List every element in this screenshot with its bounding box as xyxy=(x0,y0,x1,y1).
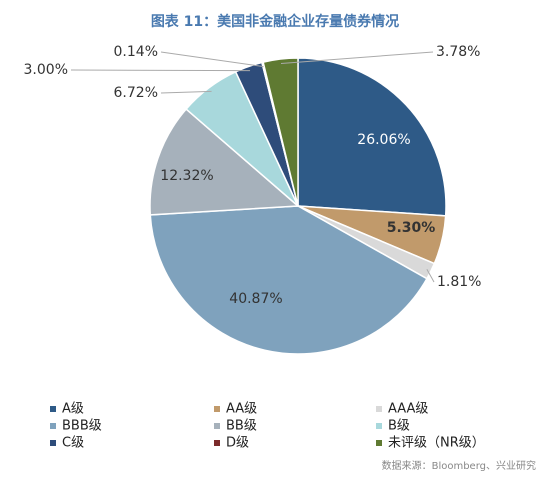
legend-swatch xyxy=(50,406,56,412)
pie-slice xyxy=(149,205,428,355)
legend-label: AA级 xyxy=(226,402,257,417)
legend-swatch xyxy=(214,440,220,446)
data-label: 3.00% xyxy=(24,62,68,78)
legend-label: B级 xyxy=(388,419,410,434)
legend-swatch xyxy=(50,423,56,429)
data-label: 0.14% xyxy=(114,44,158,60)
leader-line xyxy=(280,51,434,64)
leader-line xyxy=(160,51,264,68)
data-label: 12.32% xyxy=(160,168,213,184)
legend-label: 未评级（NR级） xyxy=(388,436,485,451)
legend-label: C级 xyxy=(62,436,84,451)
legend-swatch xyxy=(376,440,382,446)
data-label: 3.78% xyxy=(436,44,480,60)
legend-label: BBB级 xyxy=(62,419,102,434)
legend-swatch xyxy=(214,406,220,412)
pie-slice xyxy=(262,57,299,207)
legend-label: AAA级 xyxy=(388,402,428,417)
data-label: 1.81% xyxy=(437,274,481,290)
data-label: 26.06% xyxy=(357,132,410,148)
legend-swatch xyxy=(376,406,382,412)
source-note: 数据来源：Bloomberg、兴业研究 xyxy=(382,459,536,472)
leader-line xyxy=(426,269,435,283)
pie-slice xyxy=(149,108,300,216)
legend-swatch xyxy=(376,423,382,429)
legend-label: D级 xyxy=(226,436,249,451)
legend-swatch xyxy=(214,423,220,429)
data-label: 5.30% xyxy=(387,220,436,236)
data-label: 40.87% xyxy=(229,291,282,307)
leader-line xyxy=(70,69,251,72)
leader-line xyxy=(160,90,212,94)
legend-label: BB级 xyxy=(226,419,257,434)
legend-label: A级 xyxy=(62,402,84,417)
chart-title: 图表 11：美国非金融企业存量债券情况 xyxy=(151,13,399,30)
legend-swatch xyxy=(50,440,56,446)
data-label: 6.72% xyxy=(114,85,158,101)
